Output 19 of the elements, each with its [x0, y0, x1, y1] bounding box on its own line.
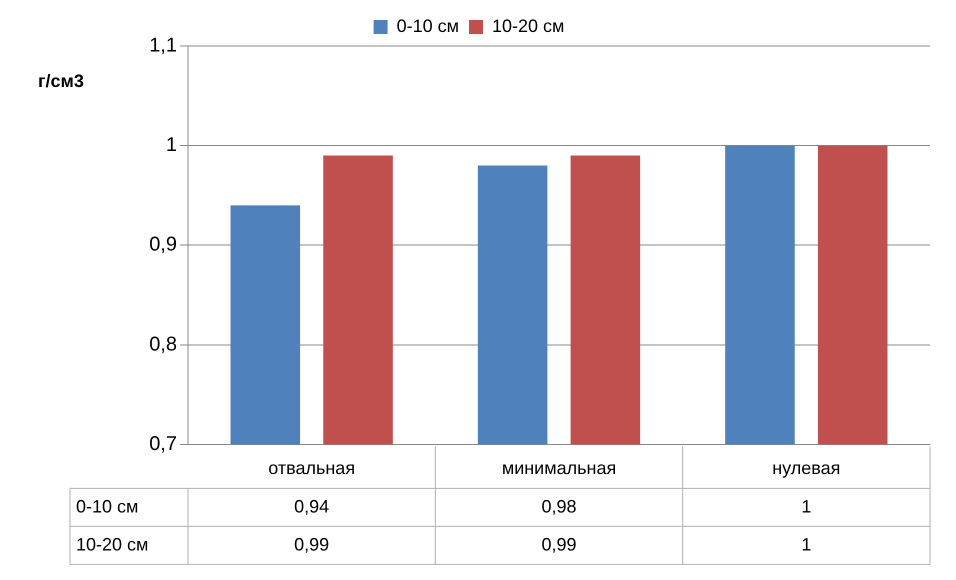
data-label: 0,99 [541, 534, 577, 554]
y-tick-label: 1 [166, 134, 177, 156]
y-tick-label: 0,9 [149, 234, 177, 256]
data-label: 1 [801, 496, 812, 516]
data-label: 0,94 [294, 496, 330, 516]
data-label: 0,98 [541, 496, 577, 516]
text: 0-10 см [76, 496, 138, 516]
data-label: 0,99 [294, 534, 330, 554]
text: 10-20 см [76, 534, 148, 554]
legend-label: 10-20 см [492, 16, 564, 36]
y-tick-label: 0,8 [149, 333, 177, 356]
y-axis-title: г/см3 [38, 70, 84, 91]
y-tick-label: 1,1 [149, 34, 177, 57]
y-tick-label: 0,7 [149, 432, 177, 455]
x-tick-label: нулевая [772, 458, 840, 478]
x-tick-label: отвальная [268, 458, 356, 478]
legend-label: 0-10 см [396, 16, 459, 36]
x-tick-label: минимальная [502, 458, 616, 478]
data-label: 1 [801, 534, 812, 554]
